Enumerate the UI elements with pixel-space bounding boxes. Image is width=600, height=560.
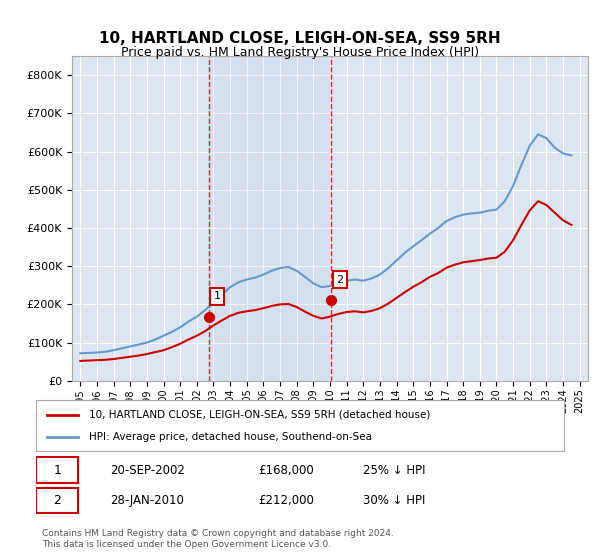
Text: 25% ↓ HPI: 25% ↓ HPI xyxy=(364,464,426,477)
Text: 28-JAN-2010: 28-JAN-2010 xyxy=(110,494,184,507)
Text: 1: 1 xyxy=(53,464,61,477)
Text: Price paid vs. HM Land Registry's House Price Index (HPI): Price paid vs. HM Land Registry's House … xyxy=(121,46,479,59)
Text: 30% ↓ HPI: 30% ↓ HPI xyxy=(364,494,426,507)
FancyBboxPatch shape xyxy=(36,458,78,483)
Text: 2: 2 xyxy=(336,274,343,284)
Text: 10, HARTLAND CLOSE, LEIGH-ON-SEA, SS9 5RH: 10, HARTLAND CLOSE, LEIGH-ON-SEA, SS9 5R… xyxy=(99,31,501,46)
Text: 2: 2 xyxy=(53,494,61,507)
Text: HPI: Average price, detached house, Southend-on-Sea: HPI: Average price, detached house, Sout… xyxy=(89,432,372,442)
Text: 10, HARTLAND CLOSE, LEIGH-ON-SEA, SS9 5RH (detached house): 10, HARTLAND CLOSE, LEIGH-ON-SEA, SS9 5R… xyxy=(89,409,430,419)
Text: £168,000: £168,000 xyxy=(258,464,314,477)
Text: Contains HM Land Registry data © Crown copyright and database right 2024.
This d: Contains HM Land Registry data © Crown c… xyxy=(42,529,394,549)
Bar xyxy=(209,56,331,381)
Text: 20-SEP-2002: 20-SEP-2002 xyxy=(110,464,185,477)
Text: £212,000: £212,000 xyxy=(258,494,314,507)
FancyBboxPatch shape xyxy=(36,488,78,514)
Text: 1: 1 xyxy=(214,291,221,301)
